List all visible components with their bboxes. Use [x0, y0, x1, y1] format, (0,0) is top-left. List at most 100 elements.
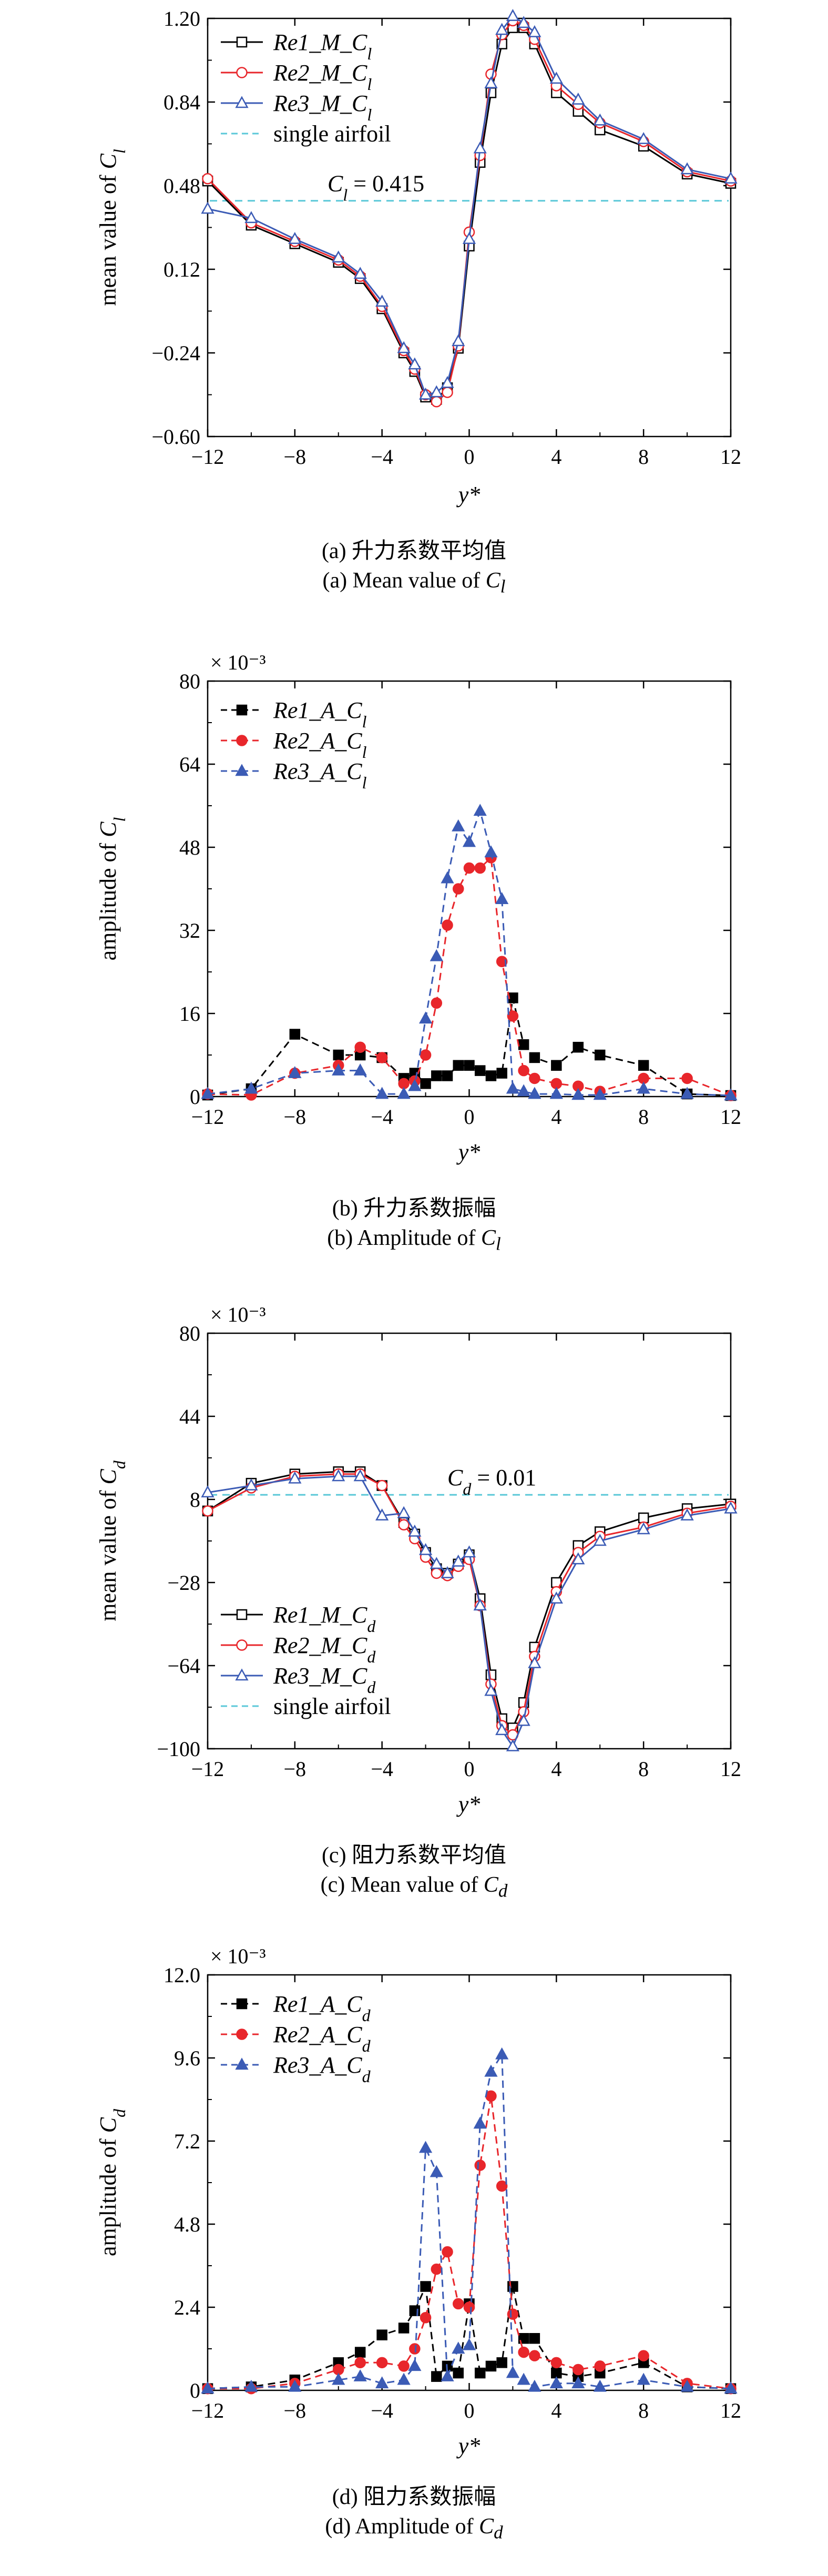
data-point [496, 2180, 508, 2192]
data-point [474, 2159, 486, 2171]
legend-label: single airfoil [273, 121, 391, 147]
data-point [573, 2364, 584, 2376]
data-point [637, 2372, 650, 2385]
data-point [529, 1072, 540, 1084]
x-axis-title: y* [456, 1139, 481, 1165]
data-point [452, 819, 465, 831]
y-axis-title: mean value of Cl [95, 149, 129, 306]
x-tick-label: 12 [720, 1757, 741, 1781]
data-point [462, 231, 476, 244]
data-point [375, 2376, 389, 2389]
data-point [593, 2379, 607, 2392]
data-point [518, 2333, 529, 2344]
data-point [397, 2372, 411, 2385]
chart-panel-mean-cl: −12 −8 −4 0 4 8 12 −0.60 −0.24 0.12 0.48 0.84 1.20 me… [0, 0, 828, 647]
legend-marker [236, 704, 248, 716]
x-tick-label: 8 [638, 1105, 649, 1129]
legend-label: Re1_M_Cd [273, 1602, 376, 1636]
data-point [441, 871, 454, 884]
chart-amplitude-cd: −12 −8 −4 0 4 8 12 0 2.4 4.8 7.2 9.6 12.0 × 10⁻³ ampli… [95, 1944, 741, 2459]
data-point [418, 2141, 433, 2153]
data-point [680, 162, 694, 175]
data-point [518, 2346, 529, 2358]
data-point [496, 956, 508, 967]
series-1 [202, 1466, 737, 1733]
data-point [528, 1656, 541, 1668]
data-point [430, 949, 443, 961]
caption-en: (b) Amplitude of Cl [327, 1226, 501, 1254]
data-point [452, 1554, 465, 1567]
series-line [207, 808, 731, 1097]
data-point [201, 1087, 214, 1099]
data-point [680, 1508, 694, 1520]
data-point [549, 72, 563, 84]
chart-panel-amplitude-cl: −12 −8 −4 0 4 8 12 0 16 32 48 64 80 × 10⁻³ amplitude o… [0, 647, 828, 1299]
legend-label: Re1_M_Cl [273, 29, 372, 63]
data-point [484, 2064, 498, 2077]
x-tick-label: 0 [464, 1105, 475, 1129]
data-point [420, 2281, 431, 2292]
legend-marker [236, 1609, 248, 1620]
data-point [571, 1552, 585, 1565]
data-point [517, 1713, 530, 1726]
data-point [442, 919, 453, 931]
data-point [353, 1063, 367, 1076]
x-tick-label: 12 [720, 445, 741, 469]
y-multiplier: × 10⁻³ [210, 1944, 266, 1968]
data-point [431, 1070, 442, 1081]
y-tick-label: 9.6 [174, 2046, 200, 2070]
data-point [637, 1522, 650, 1535]
x-tick-label: 0 [464, 445, 475, 469]
caption-cn: (a) 升力系数平均值 [321, 539, 507, 563]
data-point [201, 2381, 214, 2394]
legend-label: Re2_M_Cd [273, 1632, 376, 1666]
legend-label: Re2_M_Cl [273, 60, 372, 94]
x-tick-label: 8 [638, 1757, 649, 1781]
x-tick-label: −8 [284, 2399, 306, 2422]
data-point [637, 1081, 650, 1094]
data-point [506, 8, 520, 21]
data-point [288, 231, 302, 244]
data-point [528, 25, 541, 37]
data-point [420, 1078, 431, 1089]
x-tick-label: −8 [284, 1757, 306, 1781]
data-point [289, 1029, 301, 1040]
data-point [376, 2329, 387, 2340]
legend-marker [236, 67, 248, 78]
data-point [571, 1088, 585, 1100]
y-tick-label: −64 [167, 1654, 200, 1678]
legend-label: single airfoil [273, 1693, 391, 1719]
data-point [354, 1041, 366, 1053]
data-point [681, 1072, 693, 1084]
legend-marker [236, 2029, 248, 2040]
data-point [463, 2301, 475, 2313]
data-point [473, 1598, 487, 1611]
x-tick-label: −12 [191, 445, 224, 469]
x-tick-label: −12 [191, 1757, 224, 1781]
data-point [484, 1683, 498, 1696]
x-tick-label: 8 [638, 2399, 649, 2422]
data-point [375, 295, 389, 307]
data-point [485, 2090, 497, 2102]
data-point [484, 76, 498, 88]
data-point [441, 2369, 454, 2381]
data-point [638, 2350, 649, 2361]
series-1 [202, 992, 737, 1101]
data-point [376, 1052, 388, 1063]
data-point [724, 1501, 738, 1514]
data-point [485, 1669, 497, 1680]
y-tick-label: 8 [190, 1488, 200, 1512]
data-point [517, 16, 530, 28]
data-point [353, 2369, 367, 2381]
legend-label: Re2_A_Cl [273, 728, 367, 762]
legend-label: Re2_A_Cd [273, 2022, 371, 2055]
data-point [506, 1081, 520, 1094]
data-point [473, 2116, 487, 2129]
data-point [495, 1723, 509, 1736]
legend-label: Re3_A_Cd [273, 2052, 371, 2086]
y-tick-label: 16 [179, 1002, 200, 1026]
x-axis-title: y* [456, 482, 481, 508]
series-3 [201, 2047, 738, 2394]
